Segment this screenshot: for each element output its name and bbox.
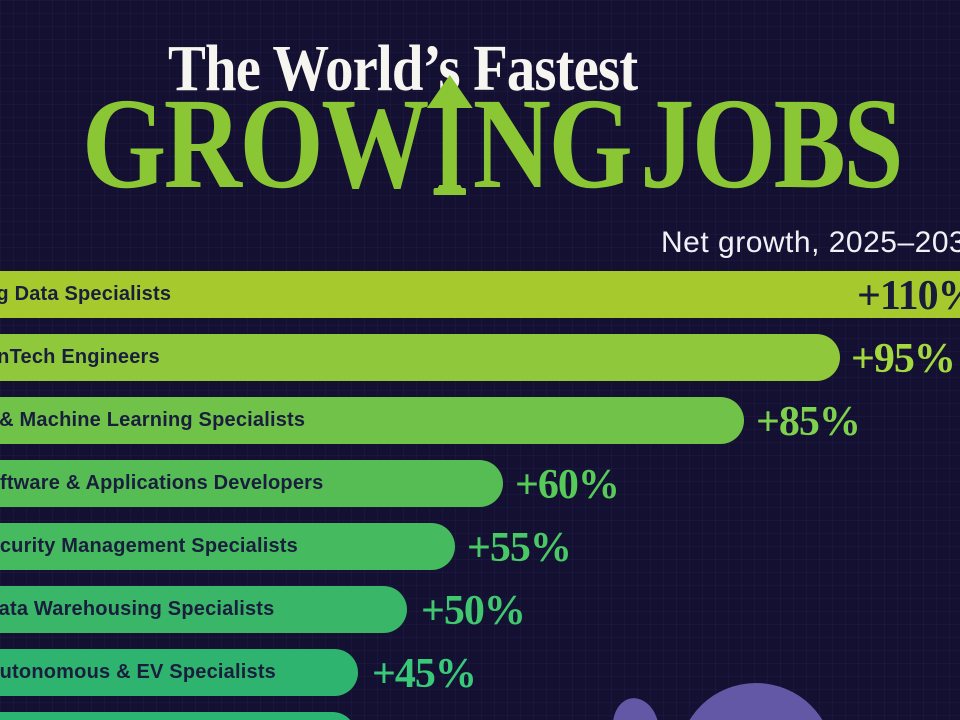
bar-value: +95% (851, 336, 956, 382)
bar (0, 397, 744, 444)
bar-label: Big Data Specialists (0, 283, 172, 305)
bar-value: +110% (857, 273, 960, 319)
bar-value: +45% (372, 651, 477, 697)
title-line1: The World’s Fastest (168, 32, 638, 105)
bar-value: +55% (467, 525, 572, 571)
bar-value: +50% (421, 588, 526, 634)
title-ng-text: NG (472, 72, 633, 216)
bar (0, 523, 455, 570)
up-arrow-icon (426, 75, 473, 209)
bar-label: Autonomous & EV Specialists (0, 661, 277, 683)
bar (0, 460, 503, 507)
bar-label: Data Warehousing Specialists (0, 598, 275, 620)
bar (0, 586, 407, 633)
title-jobs-text: JOBS (640, 72, 903, 216)
bar (0, 649, 358, 696)
chart-subtitle: Net growth, 2025–2030 (661, 226, 960, 259)
bar-label: AI & Machine Learning Specialists (0, 409, 306, 431)
bar-label: Software & Applications Developers (0, 472, 324, 494)
bar-label: FinTech Engineers (0, 346, 160, 368)
title-grow-text: GROW (82, 72, 429, 216)
bar (0, 334, 840, 381)
title-line2: GROW NG JOBS (82, 72, 904, 216)
bar (0, 271, 960, 318)
bar-value: +85% (756, 399, 861, 445)
bar-label: Security Management Specialists (0, 535, 298, 557)
bar-value: +60% (515, 462, 620, 508)
bar-partial (0, 712, 356, 720)
